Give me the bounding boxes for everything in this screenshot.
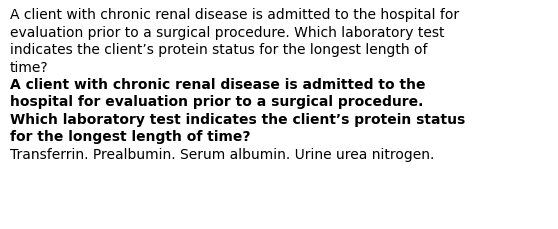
Text: Transferrin. Prealbumin. Serum albumin. Urine urea nitrogen.: Transferrin. Prealbumin. Serum albumin. … bbox=[10, 147, 434, 161]
Text: hospital for evaluation prior to a surgical procedure.: hospital for evaluation prior to a surgi… bbox=[10, 95, 424, 109]
Text: evaluation prior to a surgical procedure. Which laboratory test: evaluation prior to a surgical procedure… bbox=[10, 25, 445, 39]
Text: A client with chronic renal disease is admitted to the: A client with chronic renal disease is a… bbox=[10, 78, 426, 92]
Text: indicates the client’s protein status for the longest length of: indicates the client’s protein status fo… bbox=[10, 43, 427, 57]
Text: time?: time? bbox=[10, 60, 49, 74]
Text: Which laboratory test indicates the client’s protein status: Which laboratory test indicates the clie… bbox=[10, 112, 465, 126]
Text: for the longest length of time?: for the longest length of time? bbox=[10, 130, 251, 144]
Text: A client with chronic renal disease is admitted to the hospital for: A client with chronic renal disease is a… bbox=[10, 8, 459, 22]
